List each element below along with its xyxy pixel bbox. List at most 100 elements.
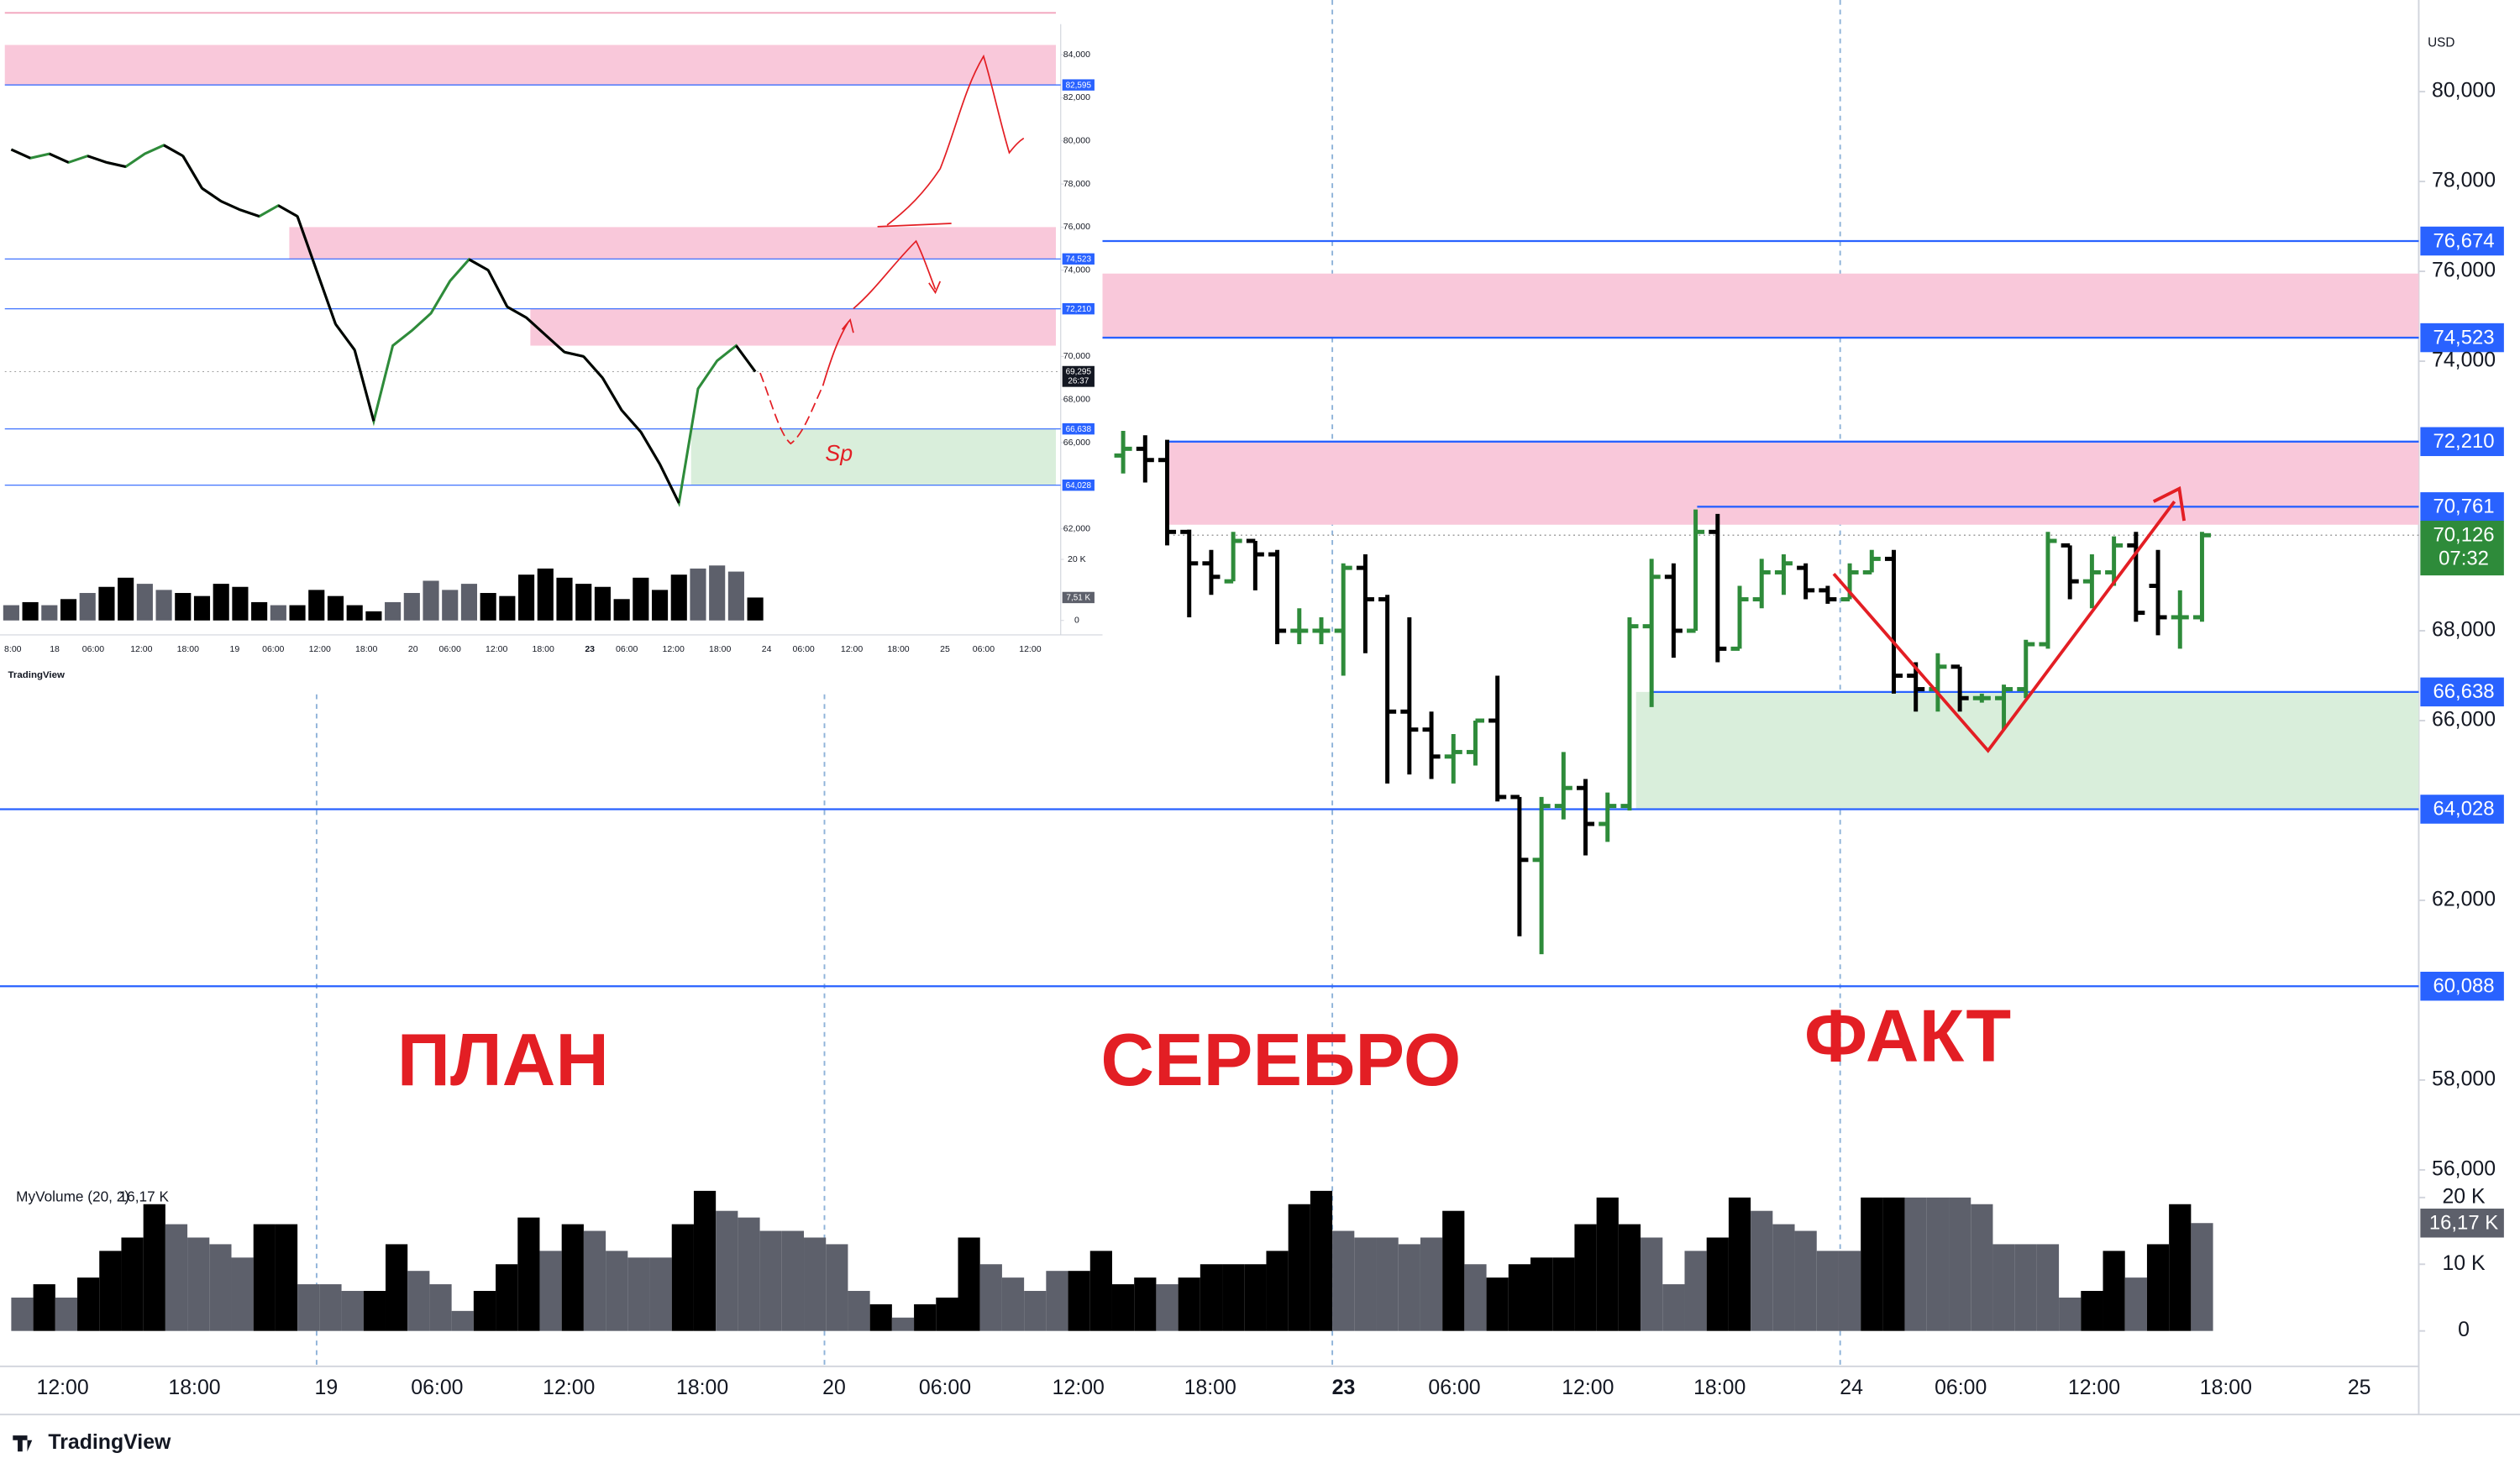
inset-zone [690, 428, 1057, 485]
volume-bar [1222, 1264, 1245, 1331]
volume-bar [517, 1217, 540, 1331]
inset-x-tick-label: 18:00 [887, 644, 909, 654]
volume-bar [1794, 1230, 1817, 1331]
volume-tick-label: 10 K [2442, 1251, 2486, 1275]
volume-bar [165, 1224, 188, 1331]
inset-down-segment [507, 306, 528, 319]
volume-bar [671, 1224, 694, 1331]
level-label: 72,210 [2433, 430, 2494, 453]
level-label-box [2420, 492, 2504, 522]
inset-x-tick-label: 18:00 [177, 644, 199, 654]
inset-level-label: 64,028 [1066, 481, 1092, 490]
volume-bar [1949, 1197, 1971, 1331]
volume-bar [363, 1291, 386, 1331]
volume-bar [33, 1284, 55, 1331]
annotation: ФАКТ [1804, 994, 2011, 1077]
x-tick-label: 18:00 [676, 1376, 728, 1399]
level-label: 66,638 [2433, 680, 2494, 703]
volume-bar [539, 1251, 562, 1331]
last-price-box [2420, 521, 2504, 576]
level-label: 74,523 [2433, 326, 2494, 349]
inset-volume-bar [385, 601, 402, 621]
volume-bar [1751, 1210, 1773, 1331]
inset-zone [530, 308, 1057, 346]
inset-volume-bar [3, 605, 19, 621]
inset-volume-bar [690, 568, 706, 621]
volume-bar [209, 1244, 232, 1331]
volume-bar [1156, 1284, 1179, 1331]
volume-bar [473, 1291, 496, 1331]
x-tick-label: 12:00 [37, 1376, 89, 1399]
zone [1167, 441, 2419, 525]
volume-bar [936, 1297, 958, 1331]
volume-bar [869, 1304, 892, 1331]
inset-down-segment [10, 148, 31, 160]
inset-volume-bar [346, 605, 363, 621]
inset-volume-bar [79, 593, 96, 621]
inset-volume-bar [499, 595, 516, 621]
level-label-box [2420, 677, 2504, 707]
y-tick-label: 68,000 [2432, 618, 2496, 642]
inset-volume-bar [327, 595, 344, 621]
volume-bar [1111, 1284, 1135, 1331]
inset-x-tick-label: 24 [762, 644, 772, 654]
inset-x-tick-label: 06:00 [616, 644, 638, 654]
volume-bar [1728, 1197, 1751, 1331]
volume-bar [583, 1230, 606, 1331]
volume-bar [1178, 1277, 1200, 1331]
volume-bar [1618, 1224, 1641, 1331]
volume-bar [826, 1244, 848, 1331]
x-tick-label: 18:00 [168, 1376, 220, 1399]
x-tick-label: 12:00 [1562, 1376, 1614, 1399]
volume-bar [804, 1237, 827, 1331]
inset-volume-bar [575, 584, 592, 621]
x-tick-label: 18:00 [2200, 1376, 2252, 1399]
inset-volume-bar [747, 597, 764, 621]
volume-bar [1882, 1197, 1905, 1331]
inset-down-segment [639, 431, 661, 465]
inset-down-segment [315, 270, 337, 325]
volume-bar [2014, 1244, 2037, 1331]
volume-bar [1904, 1197, 1927, 1331]
volume-bar [2081, 1291, 2103, 1331]
inset-volume-bar [613, 599, 630, 621]
inset-zone [4, 45, 1057, 86]
inset-down-segment [181, 155, 203, 189]
inset-volume-bar [518, 574, 535, 621]
x-tick-label: 19 [315, 1376, 339, 1399]
volume-bar [1574, 1224, 1597, 1331]
inset-x-tick-label: 06:00 [792, 644, 814, 654]
level-label-box [2420, 795, 2504, 824]
volume-bar [2103, 1251, 2125, 1331]
volume-last-label: 16,17 K [2429, 1212, 2498, 1235]
inset-down-segment [163, 144, 184, 158]
volume-bar [1420, 1237, 1443, 1331]
inset-down-segment [277, 204, 298, 218]
inset-volume-bar [175, 593, 192, 621]
inset-level-box [1062, 479, 1095, 491]
inset-down-segment [601, 377, 623, 412]
x-tick-label: 18:00 [1693, 1376, 1746, 1399]
inset-level-box [1062, 79, 1095, 91]
inset-level-box [1062, 422, 1095, 435]
inset-down-segment [659, 464, 680, 504]
inset-down-segment [106, 160, 126, 169]
inset-x-tick-label: 18 [50, 644, 60, 654]
inset-volume-bar [232, 586, 249, 621]
volume-bar [1486, 1277, 1509, 1331]
volume-tick-label: 0 [2458, 1318, 2470, 1341]
main-overlay: ПЛАН СЕРЕБРО ФАКТ TradingView [13, 485, 2187, 1454]
volume-bar [1530, 1257, 1553, 1331]
inset-y-tick-label: 76,000 [1063, 222, 1090, 232]
inset-y-tick-label: 78,000 [1063, 179, 1090, 189]
inset-x-tick-label: 12:00 [662, 644, 684, 654]
volume-bar [121, 1237, 144, 1331]
inset-volume-bar [98, 586, 115, 621]
y-tick-label: 58,000 [2432, 1067, 2496, 1090]
volume-bar [1068, 1271, 1090, 1331]
inset-y-tick-label: 62,000 [1063, 523, 1090, 533]
inset-chart: 84,000 82,000 80,000 78,000 76,000 74,000 70,0… [0, 0, 1103, 691]
inset-volume-tick-label: 20 K [1068, 554, 1086, 564]
inset-x-tick-label: 18:00 [533, 644, 554, 654]
volume-bar [1971, 1204, 1993, 1331]
